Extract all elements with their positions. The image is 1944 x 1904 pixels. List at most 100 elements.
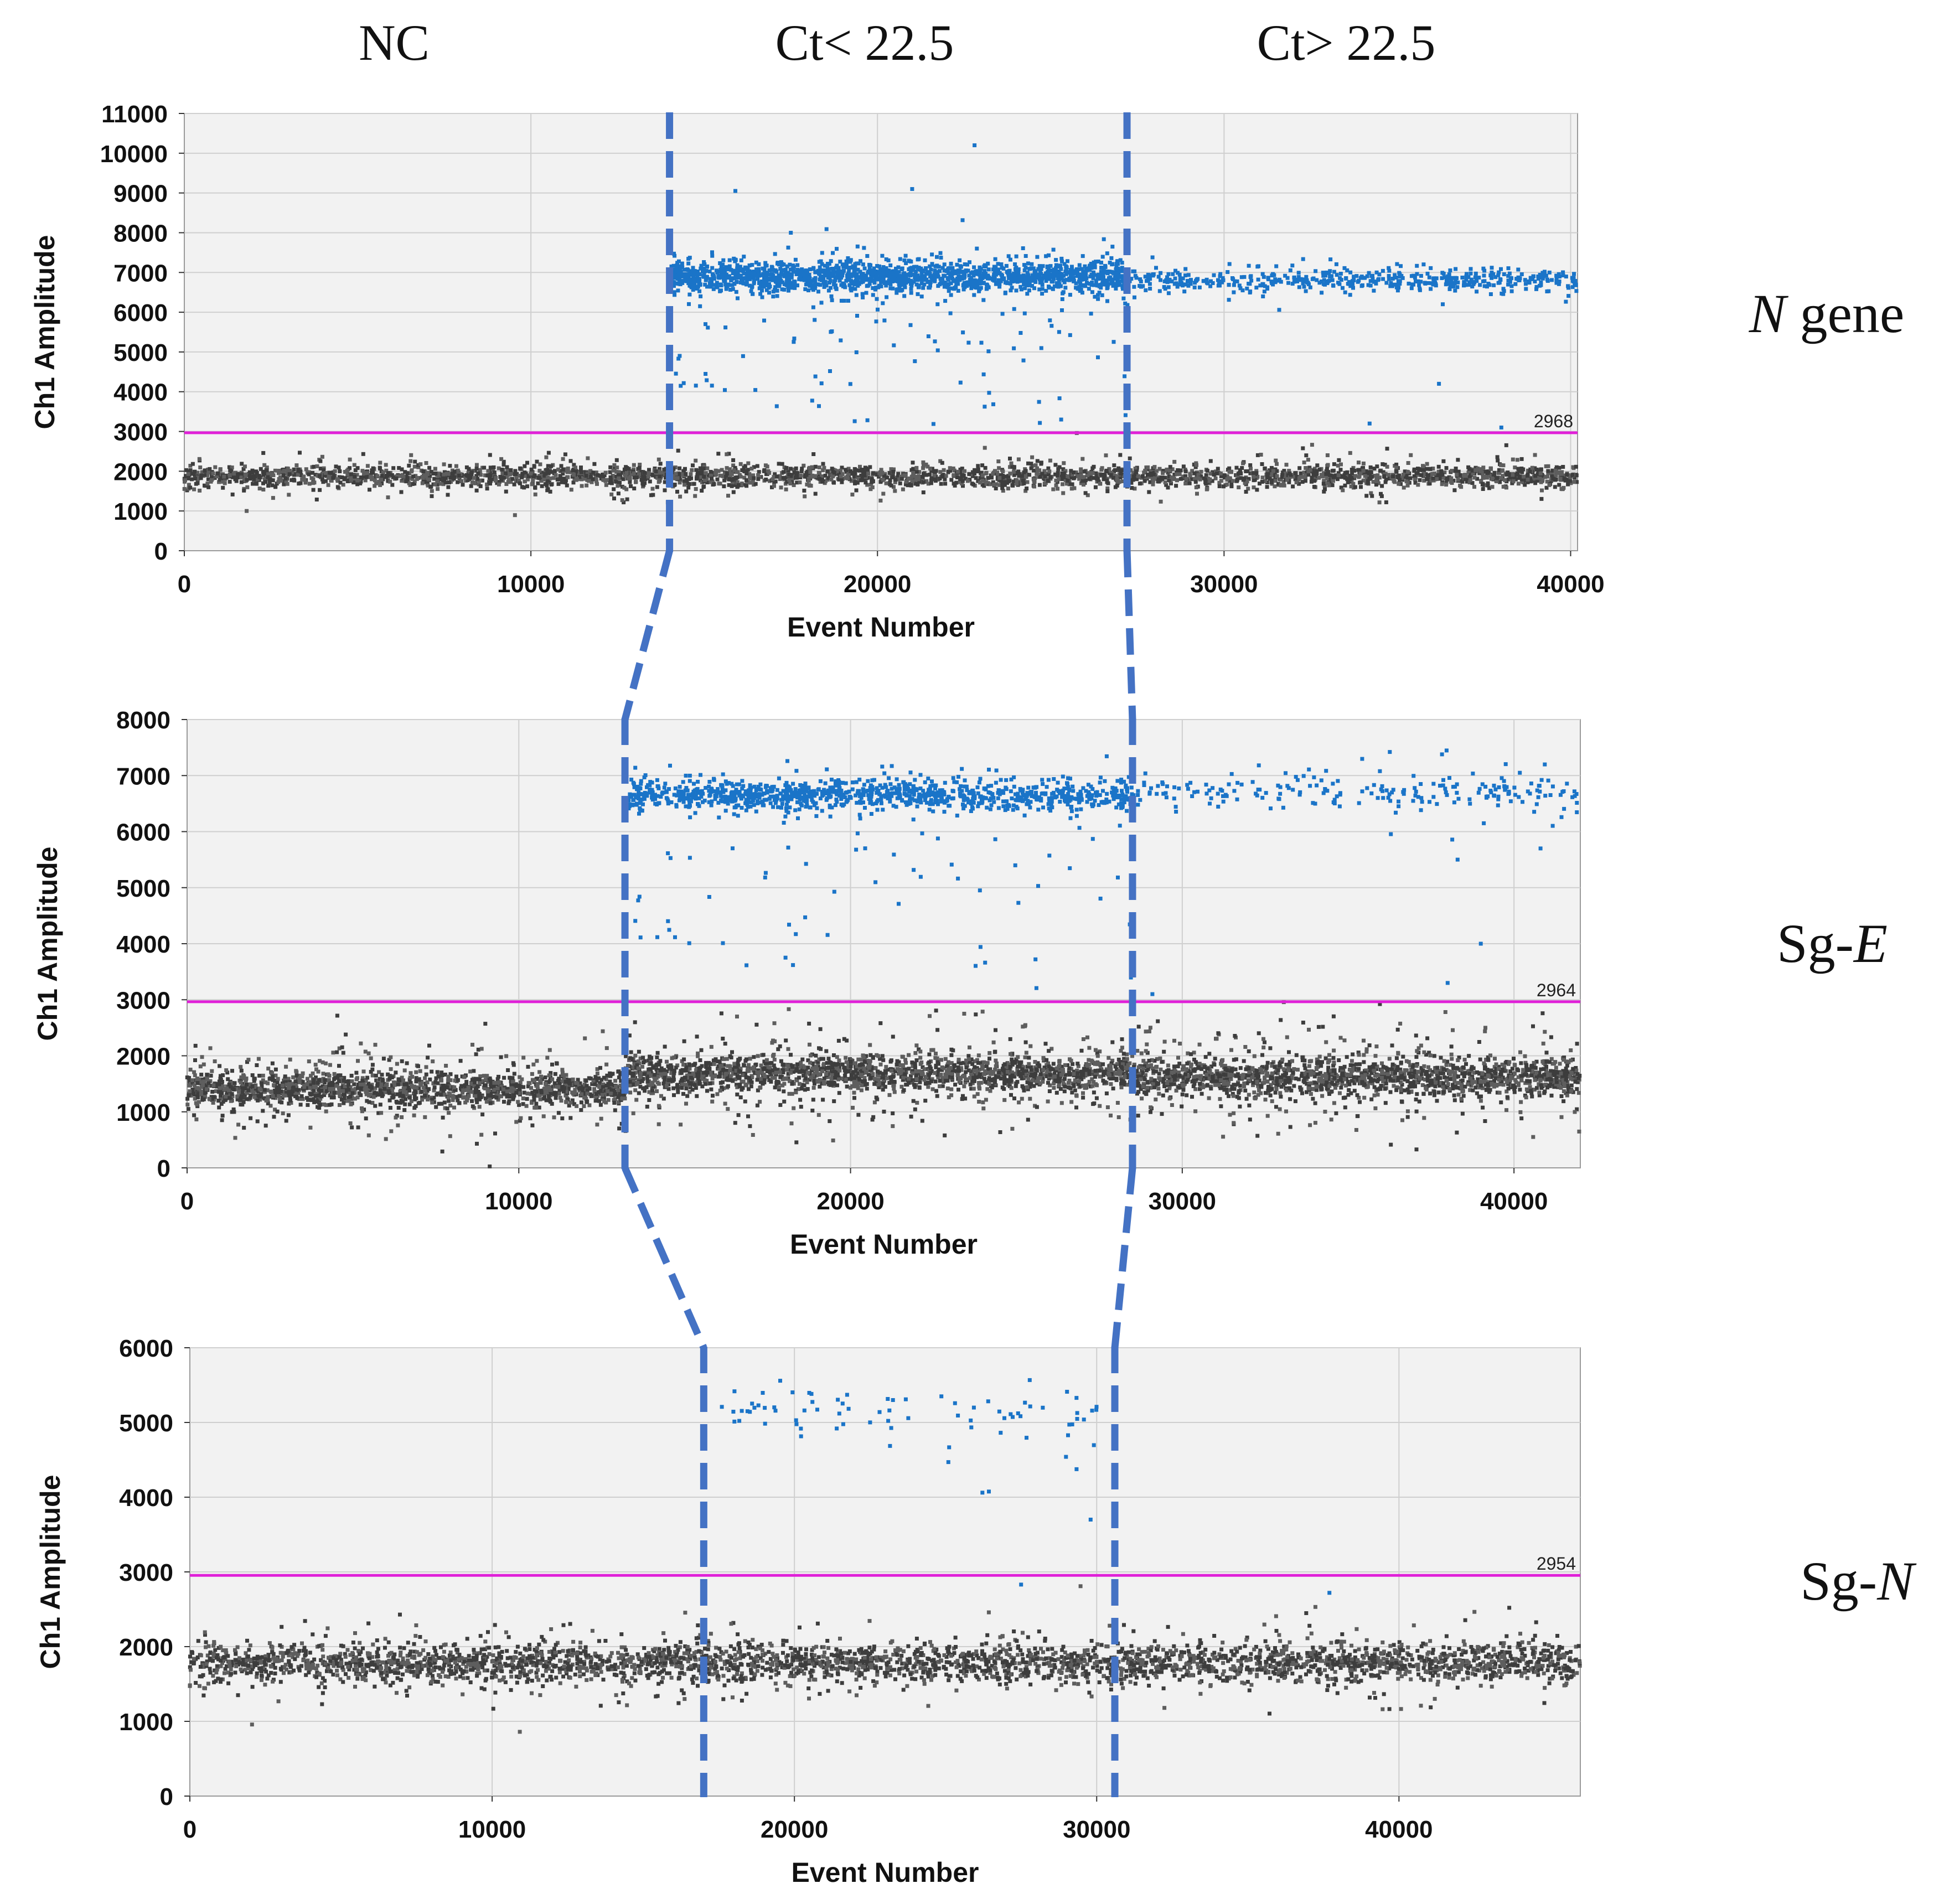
- negative-droplet: [1476, 467, 1480, 471]
- negative-droplet: [727, 467, 732, 472]
- negative-droplet: [222, 474, 226, 479]
- negative-droplet: [852, 474, 856, 479]
- negative-droplet: [1361, 465, 1365, 470]
- positive-droplet: [972, 265, 976, 270]
- negative-droplet: [1378, 475, 1382, 480]
- negative-droplet: [1419, 473, 1424, 477]
- negative-droplet: [1332, 462, 1336, 467]
- positive-droplet: [1509, 289, 1514, 293]
- negative-droplet: [413, 474, 418, 478]
- negative-droplet: [1490, 485, 1495, 489]
- negative-droplet: [1133, 467, 1138, 471]
- negative-droplet: [494, 475, 498, 480]
- negative-droplet: [1170, 467, 1175, 472]
- negative-droplet: [830, 467, 834, 471]
- negative-droplet: [716, 452, 721, 456]
- negative-droplet: [1032, 477, 1036, 482]
- positive-droplet: [1487, 283, 1492, 287]
- negative-droplet: [450, 468, 454, 473]
- negative-droplet: [1499, 463, 1503, 467]
- negative-droplet: [1543, 475, 1548, 479]
- negative-droplet: [1327, 478, 1331, 482]
- negative-droplet: [296, 467, 301, 472]
- negative-droplet: [337, 475, 342, 479]
- positive-droplet: [775, 294, 779, 298]
- negative-droplet: [1079, 481, 1083, 485]
- negative-droplet: [806, 473, 811, 477]
- negative-droplet: [1353, 485, 1357, 489]
- negative-droplet: [437, 472, 442, 476]
- negative-droplet: [965, 479, 970, 483]
- negative-droplet: [755, 464, 759, 468]
- negative-droplet: [714, 472, 718, 477]
- negative-droplet: [1105, 489, 1110, 494]
- positive-droplet: [699, 266, 703, 271]
- negative-droplet: [735, 475, 740, 479]
- negative-droplet: [722, 478, 727, 483]
- positive-droplet: [972, 284, 976, 288]
- positive-droplet: [902, 272, 906, 276]
- negative-droplet: [428, 474, 432, 478]
- positive-droplet: [1182, 289, 1187, 294]
- negative-droplet: [1079, 473, 1083, 478]
- positive-droplet: [719, 271, 723, 276]
- negative-droplet: [438, 477, 443, 482]
- negative-droplet: [880, 470, 885, 475]
- negative-droplet: [1369, 470, 1373, 475]
- negative-droplet: [702, 484, 706, 489]
- negative-droplet: [997, 476, 1002, 480]
- negative-droplet: [942, 468, 946, 472]
- positive-droplet: [921, 268, 926, 273]
- negative-droplet: [1317, 468, 1322, 472]
- row-label-sg-e: Sg-E: [1777, 913, 1888, 974]
- negative-droplet: [223, 481, 227, 485]
- negative-droplet: [1425, 467, 1429, 471]
- positive-droplet: [1097, 291, 1102, 295]
- negative-droplet: [742, 475, 747, 480]
- positive-droplet: [1026, 261, 1030, 266]
- negative-droplet: [742, 465, 746, 470]
- negative-droplet: [544, 455, 549, 459]
- negative-droplet: [1105, 486, 1110, 490]
- positive-droplet: [1013, 262, 1017, 266]
- negative-droplet: [341, 483, 345, 487]
- negative-droplet: [879, 468, 883, 472]
- positive-droplet: [1038, 268, 1042, 273]
- negative-droplet: [770, 485, 774, 489]
- positive-droplet: [945, 285, 950, 289]
- negative-droplet: [632, 467, 636, 472]
- negative-droplet: [892, 485, 896, 489]
- negative-droplet: [437, 475, 441, 479]
- negative-droplet: [976, 464, 980, 468]
- negative-droplet: [740, 468, 744, 472]
- negative-droplet: [1193, 480, 1198, 484]
- positive-droplet: [1076, 274, 1080, 278]
- negative-droplet: [878, 498, 883, 503]
- negative-droplet: [588, 469, 593, 473]
- positive-droplet: [1166, 291, 1171, 296]
- negative-droplet: [853, 481, 857, 485]
- negative-droplet: [748, 475, 752, 479]
- positive-droplet: [824, 283, 829, 288]
- negative-droplet: [1070, 473, 1074, 477]
- negative-droplet: [261, 481, 265, 485]
- negative-droplet: [1204, 473, 1208, 477]
- positive-droplet: [874, 274, 878, 278]
- negative-droplet: [929, 481, 933, 485]
- negative-droplet: [369, 474, 373, 478]
- negative-droplet: [1304, 466, 1308, 470]
- negative-droplet: [580, 484, 584, 488]
- negative-droplet: [457, 473, 461, 478]
- negative-droplet: [1463, 474, 1467, 478]
- negative-droplet: [343, 470, 347, 474]
- negative-droplet: [991, 472, 995, 476]
- positive-droplet: [811, 266, 816, 270]
- negative-droplet: [488, 470, 493, 474]
- positive-droplet: [735, 263, 740, 267]
- negative-droplet: [622, 500, 626, 505]
- negative-droplet: [655, 475, 660, 480]
- negative-droplet: [322, 468, 326, 472]
- negative-droplet: [949, 478, 954, 482]
- negative-droplet: [1361, 478, 1366, 483]
- negative-droplet: [1168, 465, 1172, 469]
